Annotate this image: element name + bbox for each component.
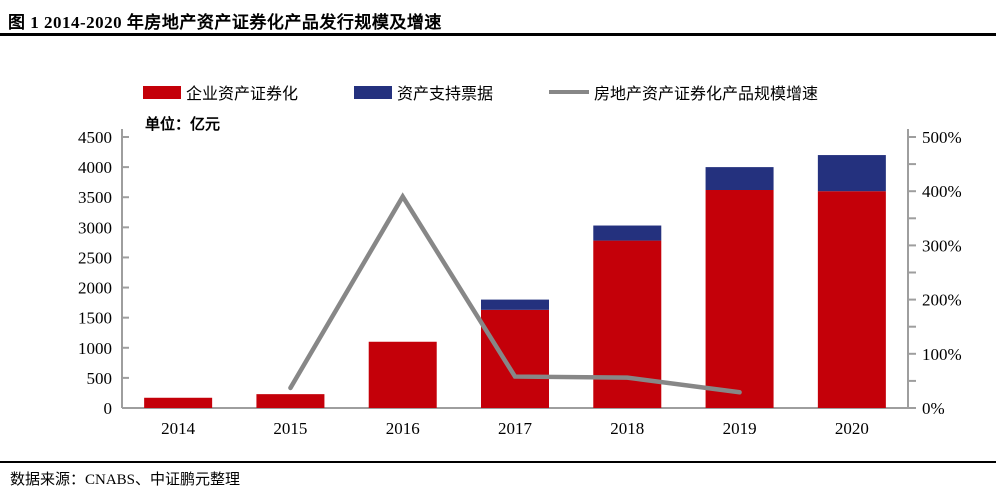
- left-axis-tick-label: 1500: [78, 309, 112, 328]
- left-axis-tick-label: 4500: [78, 128, 112, 147]
- x-axis-label: 2018: [610, 419, 644, 438]
- chart-legend: 企业资产证券化 资产支持票据 房地产资产证券化产品规模增速: [143, 80, 818, 104]
- legend-label-growth: 房地产资产证券化产品规模增速: [594, 86, 819, 103]
- bar-corporate-abs-segment: [368, 341, 437, 408]
- bar-corporate-abs-segment: [481, 309, 549, 408]
- left-axis-tick-label: 4000: [78, 158, 112, 177]
- growth-rate-line: [288, 192, 742, 395]
- left-axis-tick-label: 500: [87, 369, 113, 388]
- x-axis-label: 2020: [835, 419, 869, 438]
- bar-corporate-abs-segment: [144, 397, 213, 408]
- right-axis-tick-label: 100%: [922, 345, 962, 364]
- bar-corporate-abs-segment: [817, 191, 886, 408]
- left-axis-tick-label: 3000: [78, 218, 112, 237]
- chart-canvas: 0 500 1000 1500 2000 2500 3000 3500 4000 4500 0% 10…: [78, 128, 962, 438]
- legend-line-swatch-growth-icon: [549, 90, 590, 94]
- bar-abn-segment: [817, 155, 886, 192]
- bar-abn-segment: [705, 167, 774, 190]
- right-axis-tick-label: 200%: [922, 291, 962, 310]
- right-axis-tick-label: 300%: [922, 236, 962, 255]
- legend-swatch-abn-icon: [354, 85, 393, 99]
- left-axis-tick-label: 3500: [78, 188, 112, 207]
- legend-label-abn: 资产支持票据: [397, 86, 494, 103]
- left-axis-tick-label: 2000: [78, 279, 112, 298]
- bar-corporate-abs-segment: [705, 189, 774, 408]
- figure-title: 图 1 2014-2020 年房地产资产证券化产品发行规模及增速: [8, 13, 442, 32]
- legend-item-corporate-abs: 企业资产证券化: [143, 80, 298, 104]
- unit-label: 单位：亿元: [145, 117, 221, 133]
- bar-abn-segment: [593, 225, 662, 241]
- left-axis-tick-label: 0: [104, 399, 113, 418]
- legend-swatch-corporate-abs-icon: [143, 85, 181, 99]
- right-axis-tick-label: 500%: [922, 128, 962, 147]
- legend-label-corporate-abs: 企业资产证券化: [186, 86, 299, 103]
- right-axis-tick-label: 0%: [922, 399, 945, 418]
- x-axis-label: 2014: [161, 419, 196, 438]
- title-divider: [0, 33, 996, 36]
- left-axis-tick-label: 2500: [78, 248, 112, 267]
- footer-divider: [0, 461, 996, 463]
- x-axis-label: 2016: [386, 419, 420, 438]
- x-axis-label: 2017: [498, 419, 533, 438]
- x-axis-label: 2019: [723, 419, 757, 438]
- right-axis-tick-label: 400%: [922, 182, 962, 201]
- left-axis-tick-label: 1000: [78, 339, 112, 358]
- legend-item-abn: 资产支持票据: [354, 80, 493, 104]
- bar-corporate-abs-segment: [256, 394, 325, 408]
- legend-item-growth: 房地产资产证券化产品规模增速: [549, 80, 818, 104]
- x-axis-label: 2015: [273, 419, 307, 438]
- data-source-note: 数据来源：CNABS、中证鹏元整理: [10, 472, 241, 488]
- bar-abn-segment: [481, 299, 549, 310]
